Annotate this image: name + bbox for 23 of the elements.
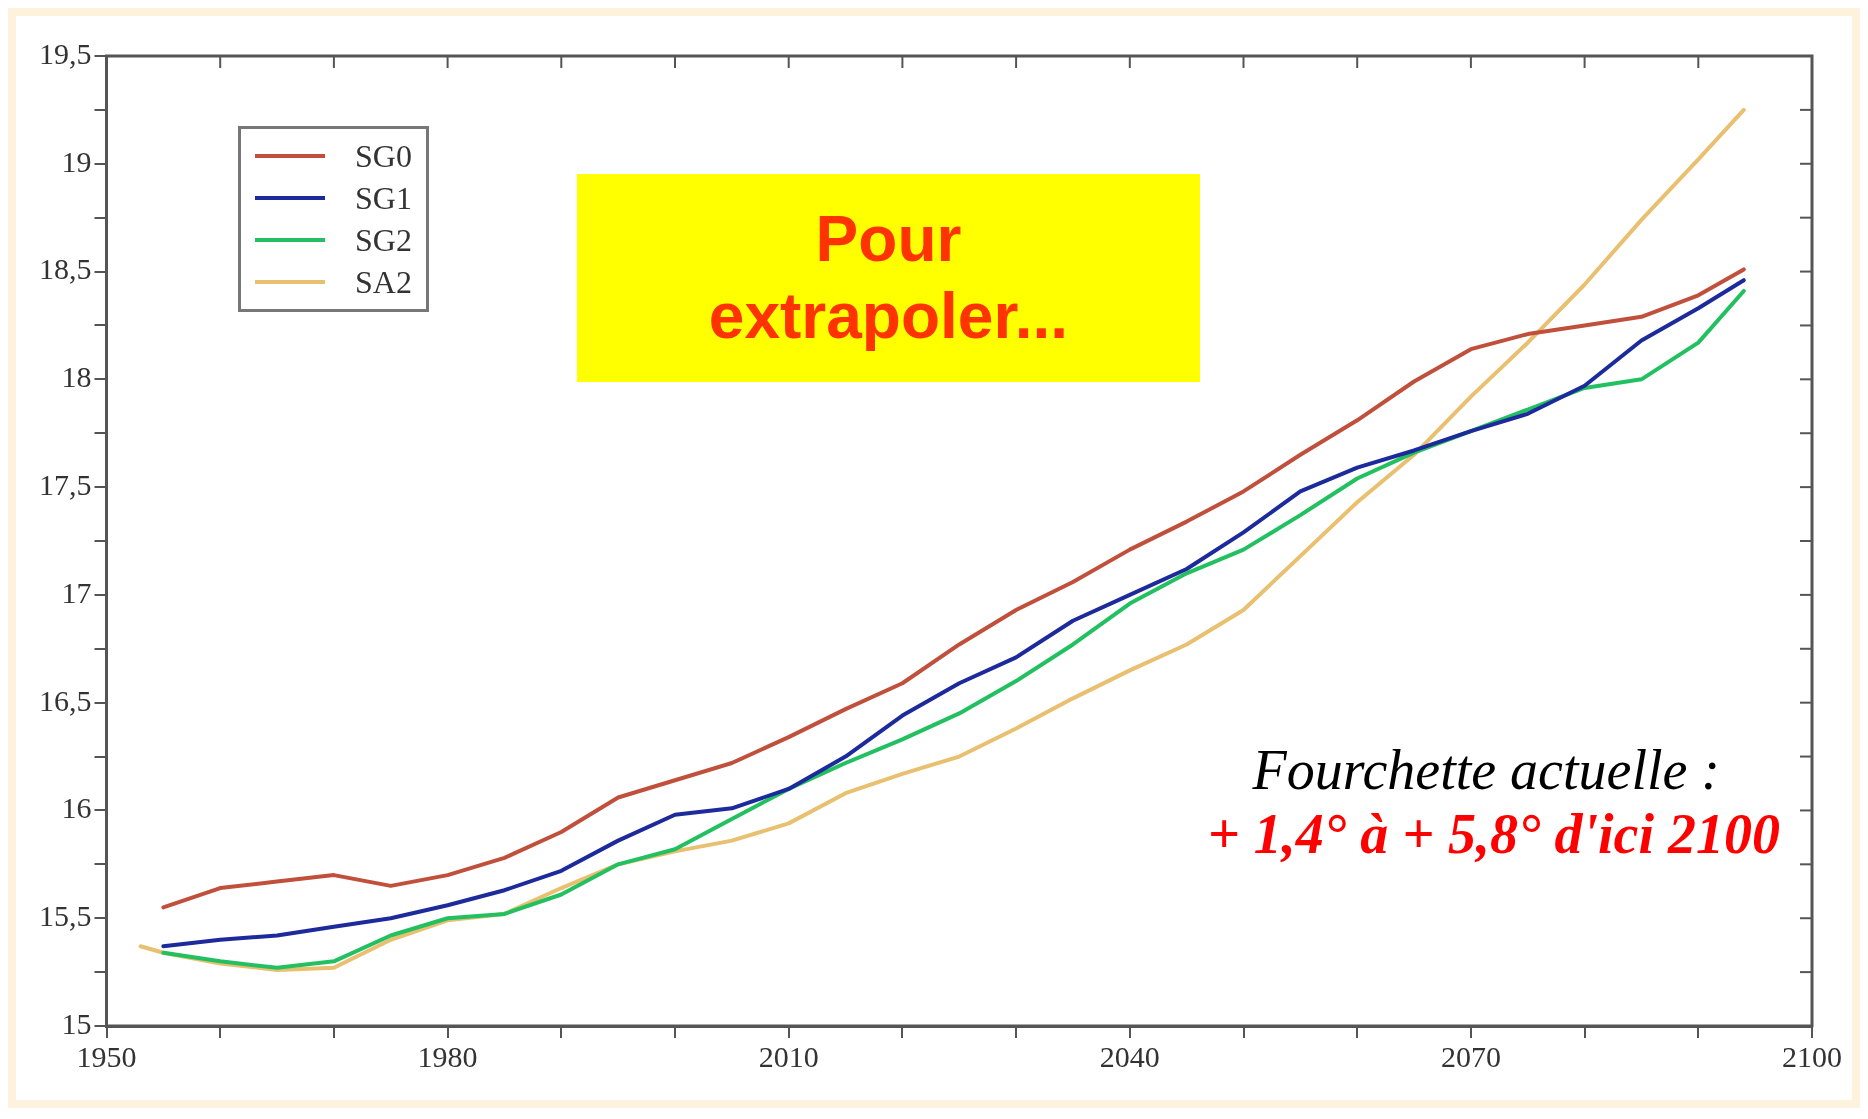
x-tick-label: 2070 [1440, 1039, 1501, 1073]
y-tick-label: 19 [61, 144, 92, 178]
legend-label: SA2 [355, 263, 412, 301]
y-tick-label: 19,5 [39, 36, 92, 70]
y-tick-label: 17,5 [39, 467, 92, 501]
y-tick-label: 18,5 [39, 252, 92, 286]
x-tick-label: 2010 [758, 1039, 819, 1073]
x-tick-label: 1980 [417, 1039, 478, 1073]
highlight-box: Pour extrapoler... [577, 174, 1200, 382]
y-tick-label: 16 [61, 791, 92, 825]
legend-label: SG2 [355, 221, 412, 259]
y-tick-label: 16,5 [39, 683, 92, 717]
annotation: + 1,4° à + 5,8° d'ici 2100 [1207, 802, 1780, 866]
annotation: Fourchette actuelle : [1251, 738, 1721, 802]
legend-label: SG0 [355, 137, 412, 175]
x-tick-label: 1950 [76, 1039, 137, 1073]
y-tick-label: 18 [61, 360, 92, 394]
y-tick-label: 17 [61, 575, 92, 609]
y-tick-label: 15 [61, 1006, 92, 1040]
legend-label: SG1 [355, 179, 412, 217]
x-tick-label: 2100 [1782, 1039, 1842, 1073]
y-tick-label: 15,5 [39, 899, 92, 933]
x-tick-label: 2040 [1099, 1039, 1160, 1073]
